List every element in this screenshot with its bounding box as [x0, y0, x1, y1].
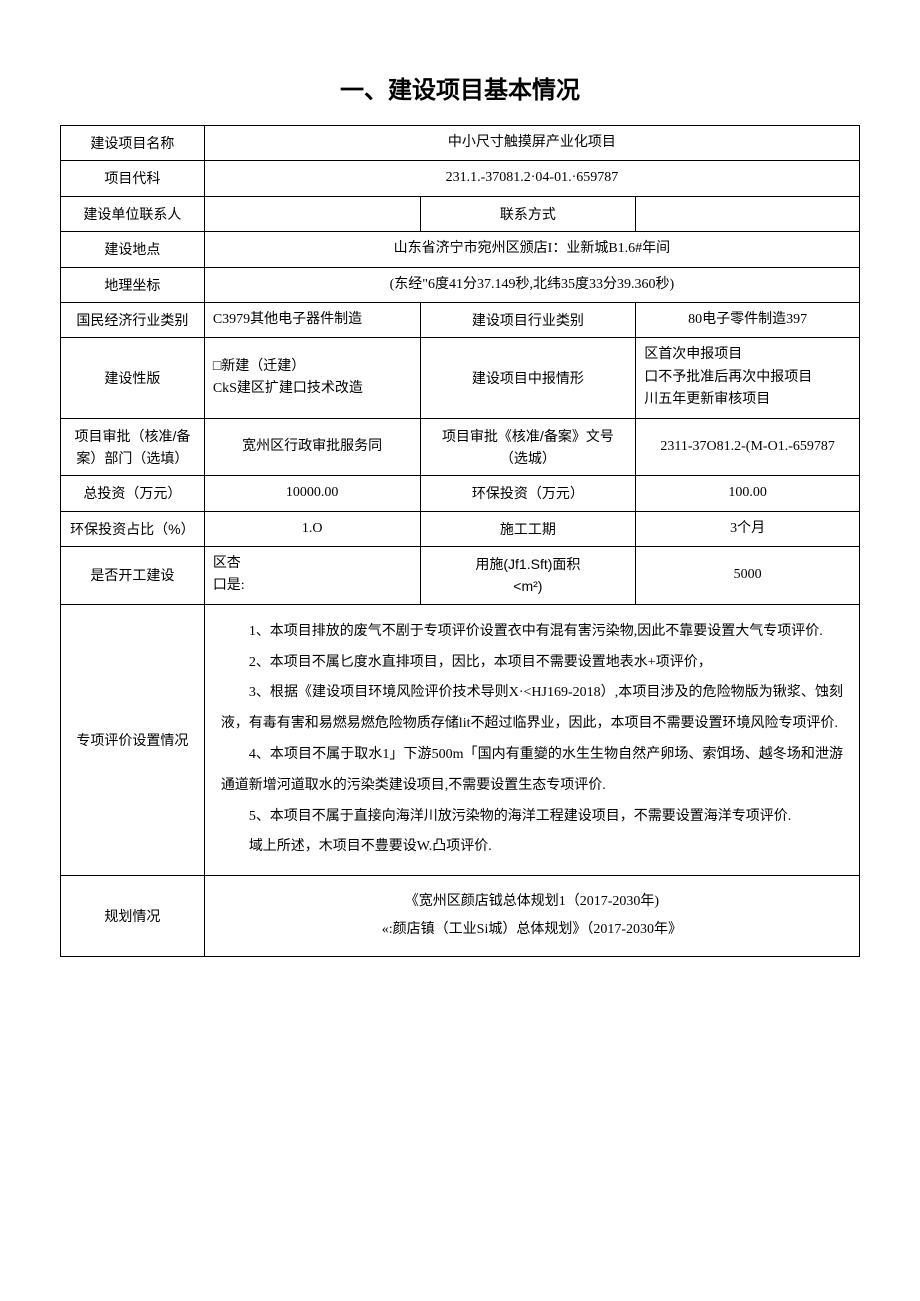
- value-report-form: 区首次申报项目 口不予批准后再次中报项目 川五年更新审核项目: [636, 338, 860, 418]
- value-contact-person: [204, 196, 420, 231]
- label-planning: 规划情况: [61, 876, 205, 957]
- value-env-investment: 100.00: [636, 476, 860, 511]
- special-eval-p4: 4、本项目不属于取水1」下游500m「国内有重變的水生生物自然产卵场、索饵场、越…: [221, 740, 843, 802]
- value-special-eval: 1、本项目排放的废气不剧于专项评价设置衣中有混有害污染物,因此不靠要设置大气专项…: [204, 604, 859, 875]
- value-approval-dept: 宽州区行政审批服务同: [204, 418, 420, 476]
- table-row: 是否开工建设 区杏 口是: 用施(Jf1.Sft)面积 <m²) 5000: [61, 547, 860, 605]
- label-project-name: 建设项目名称: [61, 126, 205, 161]
- value-contact-method: [636, 196, 860, 231]
- label-total-investment: 总投资（万元）: [61, 476, 205, 511]
- value-approval-no: 2311-37O81.2-(M-O1.-659787: [636, 418, 860, 476]
- value-project-industry: 80电子零件制造397: [636, 302, 860, 337]
- label-report-form: 建设项目中报情形: [420, 338, 636, 418]
- label-construction-type: 建设性版: [61, 338, 205, 418]
- table-row: 地理坐标 (东经"6度41分37.149秒,北纬35度33分39.360秒): [61, 267, 860, 302]
- label-contact-method: 联系方式: [420, 196, 636, 231]
- table-row: 总投资（万元） 10000.00 环保投资（万元） 100.00: [61, 476, 860, 511]
- value-construction-type: □新建（迁建） CkS建区扩建口技术改造: [204, 338, 420, 418]
- planning-line1: 《宽州区颜店钺总体规划1（2017-2030年): [217, 888, 847, 916]
- planning-line2: «:颜店镇（工业Si城）总体规划》（2017-2030年》: [217, 916, 847, 944]
- value-industry-cat: C3979其他电子器件制造: [204, 302, 420, 337]
- value-location: 山东省济宁市宛州区颁店I：业新城B1.6#年间: [204, 232, 859, 267]
- label-location: 建设地点: [61, 232, 205, 267]
- value-planning: 《宽州区颜店钺总体规划1（2017-2030年) «:颜店镇（工业Si城）总体规…: [204, 876, 859, 957]
- label-contact-person: 建设单位联系人: [61, 196, 205, 231]
- label-is-started: 是否开工建设: [61, 547, 205, 605]
- table-row: 项目代科 231.1.-37081.2·04-01.·659787: [61, 161, 860, 196]
- value-project-name: 中小尺寸触摸屏产业化项目: [204, 126, 859, 161]
- table-row: 国民经济行业类别 C3979其他电子器件制造 建设项目行业类别 80电子零件制造…: [61, 302, 860, 337]
- value-env-ratio: 1.O: [204, 511, 420, 546]
- label-project-code: 项目代科: [61, 161, 205, 196]
- label-construction-period: 施工工期: [420, 511, 636, 546]
- table-row: 项目审批（核准/备案）部门（选填） 宽州区行政审批服务同 项目审批《核准/备案》…: [61, 418, 860, 476]
- table-row: 建设性版 □新建（迁建） CkS建区扩建口技术改造 建设项目中报情形 区首次申报…: [61, 338, 860, 418]
- label-env-ratio: 环保投资占比（%）: [61, 511, 205, 546]
- table-row: 专项评价设置情况 1、本项目排放的废气不剧于专项评价设置衣中有混有害污染物,因此…: [61, 604, 860, 875]
- page-title: 一、建设项目基本情况: [60, 70, 860, 105]
- label-approval-no: 项目审批《核准/备案》文号（选城）: [420, 418, 636, 476]
- table-row: 建设地点 山东省济宁市宛州区颁店I：业新城B1.6#年间: [61, 232, 860, 267]
- info-table: 建设项目名称 中小尺寸触摸屏产业化项目 项目代科 231.1.-37081.2·…: [60, 125, 860, 957]
- table-row: 建设项目名称 中小尺寸触摸屏产业化项目: [61, 126, 860, 161]
- value-area: 5000: [636, 547, 860, 605]
- special-eval-p2: 2、本项目不属匕度水直排项目，因比，本项目不需要设置地表水+项评价，: [221, 648, 843, 679]
- label-project-industry: 建设项目行业类别: [420, 302, 636, 337]
- table-row: 环保投资占比（%） 1.O 施工工期 3个月: [61, 511, 860, 546]
- value-project-code: 231.1.-37081.2·04-01.·659787: [204, 161, 859, 196]
- label-approval-dept: 项目审批（核准/备案）部门（选填）: [61, 418, 205, 476]
- label-coordinates: 地理坐标: [61, 267, 205, 302]
- label-industry-cat: 国民经济行业类别: [61, 302, 205, 337]
- table-row: 建设单位联系人 联系方式: [61, 196, 860, 231]
- special-eval-p3: 3、根据《建设项目环境风险评价技术导则X·<HJ169-2018）,本项目涉及的…: [221, 678, 843, 740]
- special-eval-p6: 域上所述，木项目不豊要设W.凸项评价.: [221, 832, 843, 863]
- special-eval-p1: 1、本项目排放的废气不剧于专项评价设置衣中有混有害污染物,因此不靠要设置大气专项…: [221, 617, 843, 648]
- label-area: 用施(Jf1.Sft)面积 <m²): [420, 547, 636, 605]
- value-construction-period: 3个月: [636, 511, 860, 546]
- value-total-investment: 10000.00: [204, 476, 420, 511]
- value-is-started: 区杏 口是:: [204, 547, 420, 605]
- label-env-investment: 环保投资（万元）: [420, 476, 636, 511]
- value-coordinates: (东经"6度41分37.149秒,北纬35度33分39.360秒): [204, 267, 859, 302]
- special-eval-p5: 5、本项目不属于直接向海洋川放污染物的海洋工程建设项目，不需要设置海洋专项评价.: [221, 802, 843, 833]
- table-row: 规划情况 《宽州区颜店钺总体规划1（2017-2030年) «:颜店镇（工业Si…: [61, 876, 860, 957]
- label-special-eval: 专项评价设置情况: [61, 604, 205, 875]
